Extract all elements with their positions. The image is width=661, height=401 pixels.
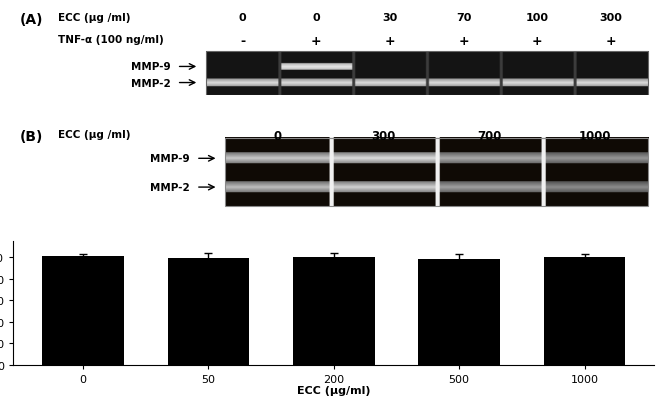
X-axis label: ECC (μg/ml): ECC (μg/ml) bbox=[297, 385, 371, 395]
Text: +: + bbox=[458, 34, 469, 48]
Bar bbox=[206, 52, 648, 95]
Bar bbox=[418, 259, 500, 365]
Text: -: - bbox=[240, 34, 245, 48]
Text: ECC (μg /ml): ECC (μg /ml) bbox=[58, 130, 131, 140]
Text: 0: 0 bbox=[239, 13, 247, 23]
Text: 30: 30 bbox=[382, 13, 397, 23]
Text: 100: 100 bbox=[526, 13, 549, 23]
Text: +: + bbox=[385, 34, 395, 48]
Bar bbox=[42, 257, 124, 365]
Text: +: + bbox=[532, 34, 543, 48]
Text: 70: 70 bbox=[456, 13, 471, 23]
Text: (A): (A) bbox=[20, 13, 43, 27]
Text: MMP-9: MMP-9 bbox=[150, 154, 190, 164]
Text: 700: 700 bbox=[477, 130, 502, 143]
Bar bbox=[293, 257, 375, 365]
Text: (B): (B) bbox=[20, 130, 43, 144]
Text: 300: 300 bbox=[600, 13, 623, 23]
Bar bbox=[544, 258, 625, 365]
Bar bbox=[225, 138, 648, 207]
Text: +: + bbox=[311, 34, 321, 48]
Text: 0: 0 bbox=[274, 130, 282, 143]
Bar bbox=[168, 258, 249, 365]
Text: 0: 0 bbox=[313, 13, 320, 23]
Text: MMP-9: MMP-9 bbox=[131, 62, 171, 72]
Text: 1000: 1000 bbox=[579, 130, 611, 143]
Text: MMP-2: MMP-2 bbox=[131, 78, 171, 88]
Text: 300: 300 bbox=[371, 130, 396, 143]
Text: MMP-2: MMP-2 bbox=[150, 182, 190, 192]
Text: ECC (μg /ml): ECC (μg /ml) bbox=[58, 13, 131, 23]
Text: +: + bbox=[605, 34, 617, 48]
Text: TNF-α (100 ng/ml): TNF-α (100 ng/ml) bbox=[58, 34, 164, 45]
